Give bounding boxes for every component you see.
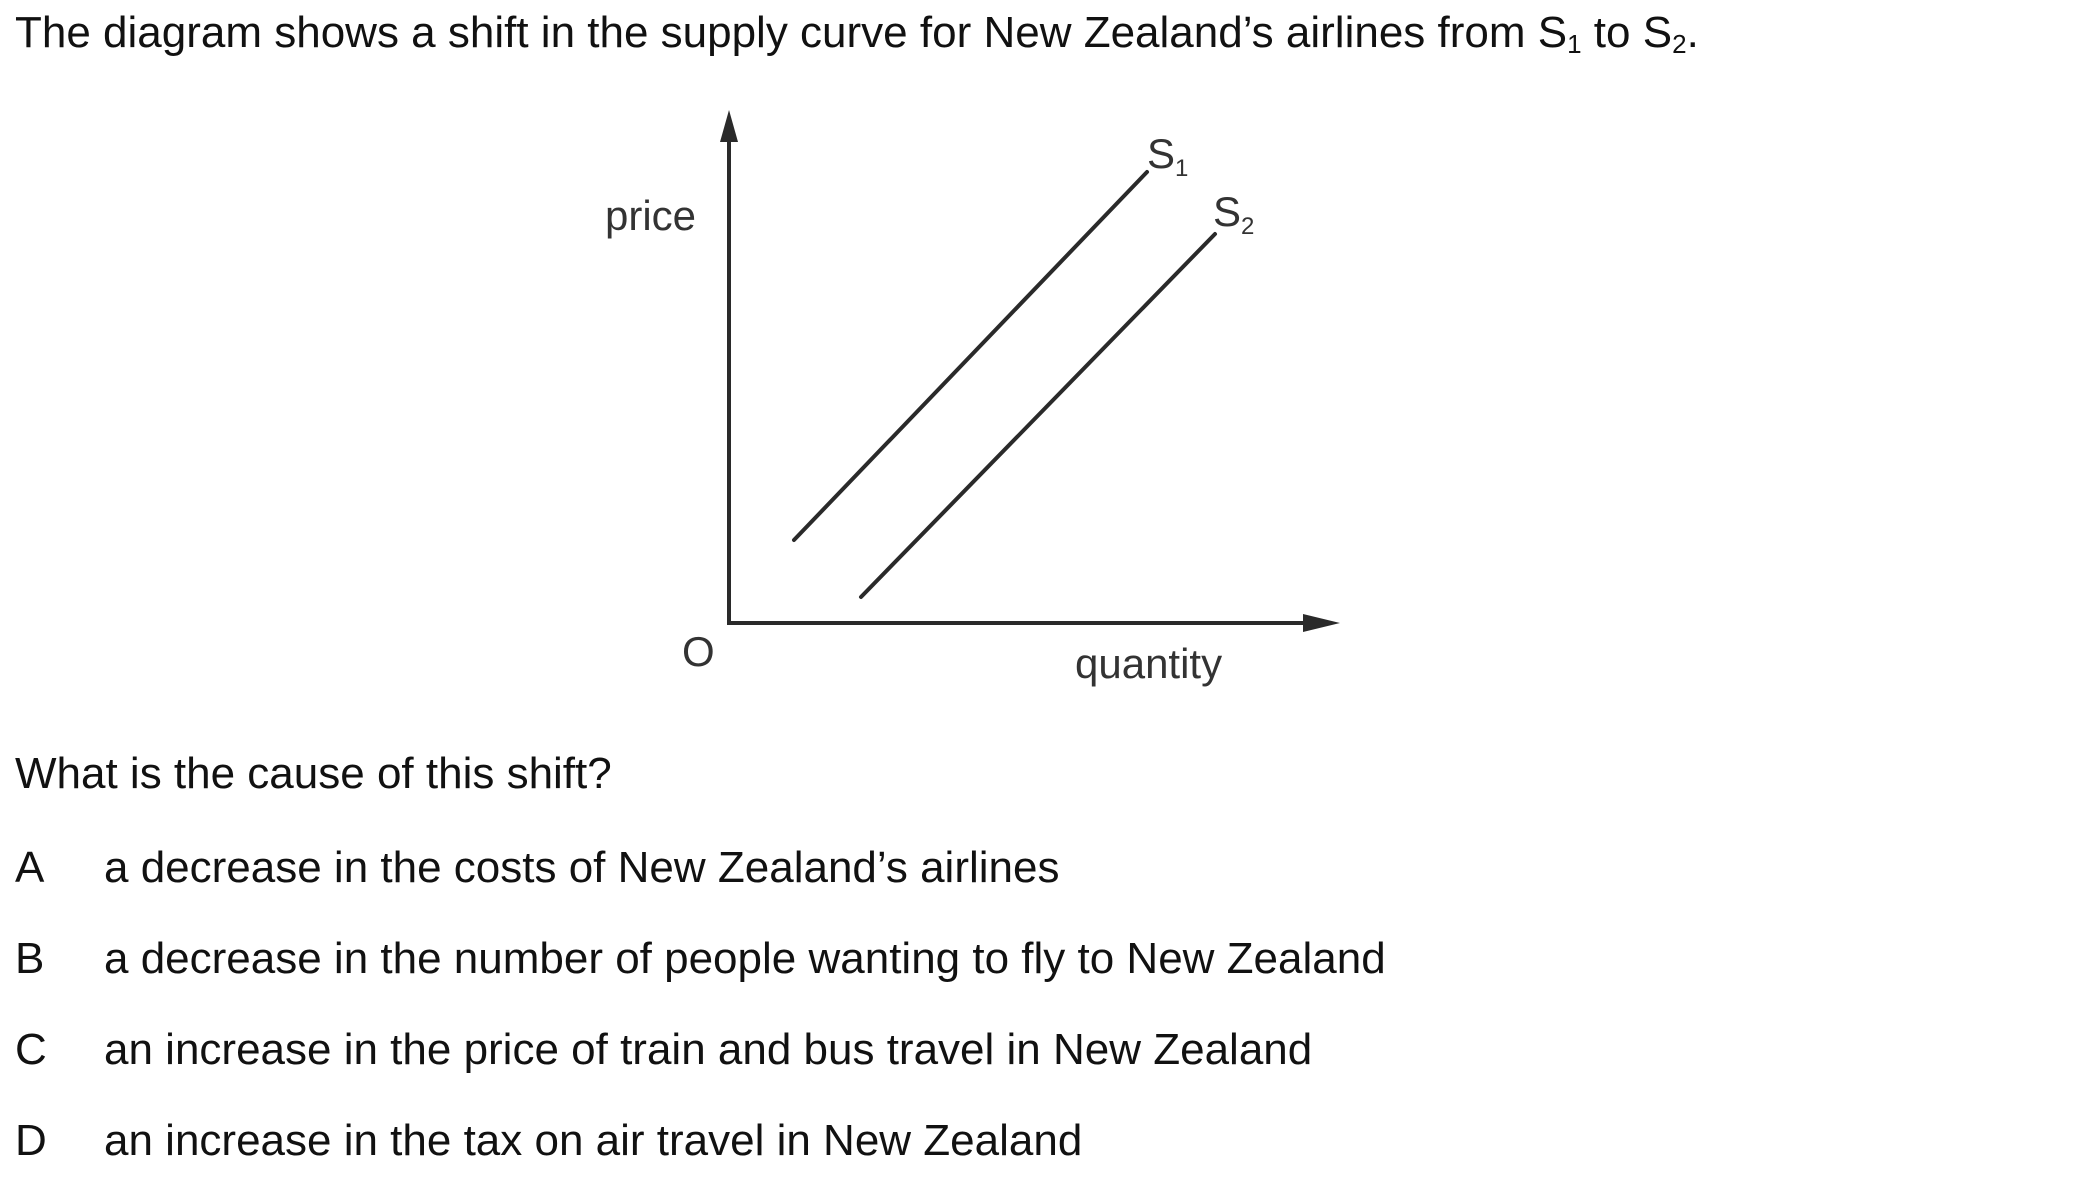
curve-label-s1: S1 (1147, 130, 1188, 182)
option-text: an increase in the tax on air travel in … (104, 1116, 1083, 1165)
option-letter: D (15, 1116, 47, 1165)
price-axis-label: price (605, 192, 696, 239)
option-letter: C (15, 1025, 47, 1074)
option-letter: A (15, 843, 45, 892)
intro-s1-sub: 1 (1567, 29, 1582, 59)
option-letter: B (15, 934, 45, 983)
origin-label: O (682, 628, 715, 675)
curve-label-s1-sub: 1 (1175, 155, 1188, 182)
intro-s2-sub: 2 (1672, 29, 1687, 59)
option-text: an increase in the price of train and bu… (104, 1025, 1313, 1074)
supply-curve-s1 (792, 170, 1149, 542)
price-axis-arrowhead (720, 110, 738, 142)
question-text: What is the cause of this shift? (15, 749, 612, 798)
quantity-axis-label: quantity (1075, 640, 1222, 687)
curve-label-s2-sub: 2 (1241, 213, 1254, 240)
quantity-axis-arrowhead (1303, 614, 1340, 632)
supply-curve-s2 (859, 232, 1217, 599)
intro-text: The diagram shows a shift in the supply … (15, 5, 1699, 61)
intro-text-before: The diagram shows a shift in the supply … (15, 8, 1538, 57)
option-text: a decrease in the number of people wanti… (104, 934, 1386, 983)
curve-label-s2-main: S (1213, 188, 1241, 235)
intro-s2-main: S (1642, 8, 1673, 57)
supply-shift-diagram: price quantity O S1 S2 (605, 110, 1340, 687)
intro-s1-main: S (1537, 8, 1568, 57)
option-text: a decrease in the costs of New Zealand’s… (104, 843, 1060, 892)
intro-end: . (1686, 8, 1699, 57)
curve-label-s1-main: S (1147, 130, 1175, 177)
curve-label-s2: S2 (1213, 188, 1254, 240)
intro-middle: to (1581, 8, 1643, 57)
